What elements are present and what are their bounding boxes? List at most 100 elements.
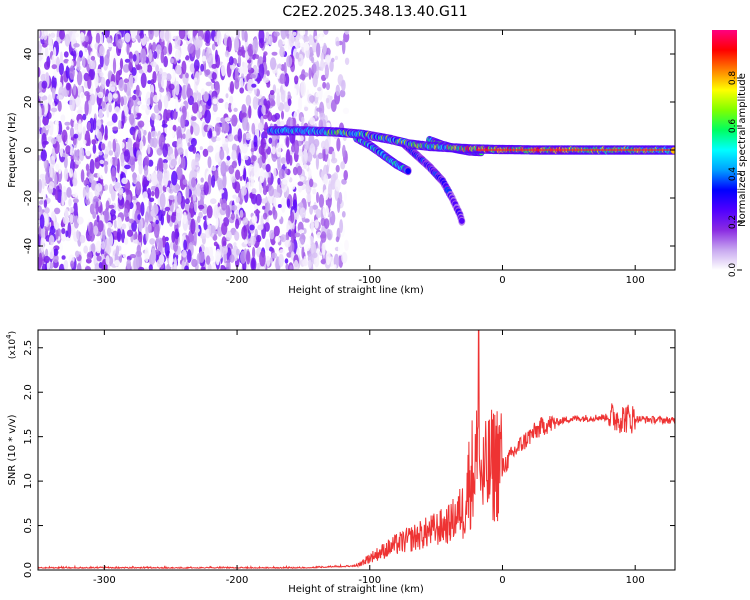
noise-speck	[168, 211, 173, 216]
snr-y-tick-label: 1.0	[23, 473, 34, 489]
noise-speck	[269, 89, 275, 96]
noise-speck	[252, 246, 256, 259]
noise-speck	[221, 117, 226, 133]
noise-speck	[262, 205, 266, 210]
snr-panel: -300 -200 -100 0 100 0.0 0.5 1.0 1.5 2.0 2.5 Heig…	[5, 329, 676, 595]
noise-speck	[51, 64, 57, 70]
noise-speck	[299, 30, 306, 36]
noise-speck	[249, 74, 256, 79]
noise-speck	[106, 227, 112, 237]
noise-speck	[297, 181, 304, 186]
noise-speck	[99, 159, 105, 165]
spectrogram-x-tick-label: 100	[626, 275, 645, 286]
noise-speck	[276, 92, 281, 107]
noise-speck	[297, 57, 301, 62]
noise-speck	[216, 30, 222, 46]
noise-speck	[266, 100, 271, 110]
noise-speck	[293, 259, 299, 270]
noise-speck	[245, 94, 252, 107]
noise-speck	[263, 177, 267, 192]
noise-speck	[70, 146, 75, 156]
noise-speck	[211, 63, 217, 69]
noise-speck	[210, 198, 217, 205]
noise-speck	[220, 161, 227, 177]
noise-speck	[145, 226, 149, 242]
noise-speck	[39, 214, 45, 229]
noise-speck	[251, 188, 257, 195]
noise-speck	[84, 100, 89, 116]
noise-speck	[170, 68, 176, 83]
noise-speck	[55, 229, 59, 240]
noise-speck	[40, 226, 46, 238]
noise-speck	[313, 138, 320, 148]
noise-speck	[97, 91, 104, 99]
noise-speck	[237, 54, 242, 67]
noise-speck	[271, 252, 278, 259]
noise-speck	[240, 46, 245, 54]
noise-speck	[343, 190, 347, 202]
noise-speck	[196, 215, 201, 223]
noise-speck	[103, 154, 108, 159]
noise-speck	[156, 44, 162, 55]
noise-speck	[43, 158, 47, 169]
noise-speck	[294, 139, 299, 156]
noise-speck	[300, 81, 306, 97]
noise-speck	[334, 179, 341, 192]
noise-speck	[42, 117, 49, 125]
noise-speck	[54, 222, 60, 230]
noise-speck	[96, 68, 103, 74]
noise-speck	[286, 33, 290, 39]
noise-speck	[309, 205, 313, 215]
svg-text:(x104): (x104)	[5, 331, 18, 359]
noise-speck	[128, 51, 133, 61]
noise-speck	[267, 177, 271, 185]
noise-speck	[190, 218, 196, 235]
noise-speck	[266, 81, 271, 88]
colorbar	[712, 30, 737, 270]
noise-speck	[185, 55, 190, 61]
noise-speck	[268, 185, 275, 197]
noise-speck	[281, 178, 288, 193]
noise-speck	[65, 82, 71, 91]
noise-speck	[311, 204, 319, 210]
noise-speck	[47, 94, 52, 105]
noise-speck	[289, 265, 293, 270]
noise-speck	[312, 188, 317, 195]
noise-speck	[106, 49, 110, 59]
spectrogram-marks	[38, 30, 675, 270]
noise-speck	[104, 30, 110, 39]
noise-speck	[144, 155, 150, 167]
noise-speck	[221, 245, 228, 255]
noise-speck	[101, 241, 105, 250]
noise-speck	[185, 186, 190, 199]
noise-speck	[95, 201, 99, 215]
noise-speck	[284, 168, 288, 174]
noise-speck	[136, 65, 143, 71]
noise-speck	[150, 84, 155, 95]
noise-speck	[216, 116, 221, 122]
snr-y-scale-base: (x10	[8, 339, 18, 360]
noise-speck	[244, 30, 248, 43]
noise-speck	[152, 204, 159, 216]
noise-speck	[49, 247, 54, 260]
noise-speck	[309, 178, 314, 188]
noise-speck	[80, 169, 85, 183]
noise-speck	[153, 30, 159, 38]
noise-speck	[251, 215, 258, 224]
noise-speck	[242, 112, 247, 118]
noise-speck	[137, 214, 141, 221]
noise-speck	[280, 197, 286, 213]
noise-speck	[323, 189, 329, 201]
noise-speck	[63, 167, 69, 181]
noise-speck	[323, 218, 330, 230]
noise-speck	[253, 162, 260, 178]
noise-speck	[131, 30, 137, 42]
noise-speck	[158, 68, 163, 75]
noise-speck	[181, 249, 187, 258]
noise-speck	[63, 51, 69, 58]
noise-speck	[146, 173, 151, 181]
noise-speck	[192, 101, 199, 114]
noise-speck	[87, 137, 91, 147]
noise-speck	[308, 34, 312, 40]
